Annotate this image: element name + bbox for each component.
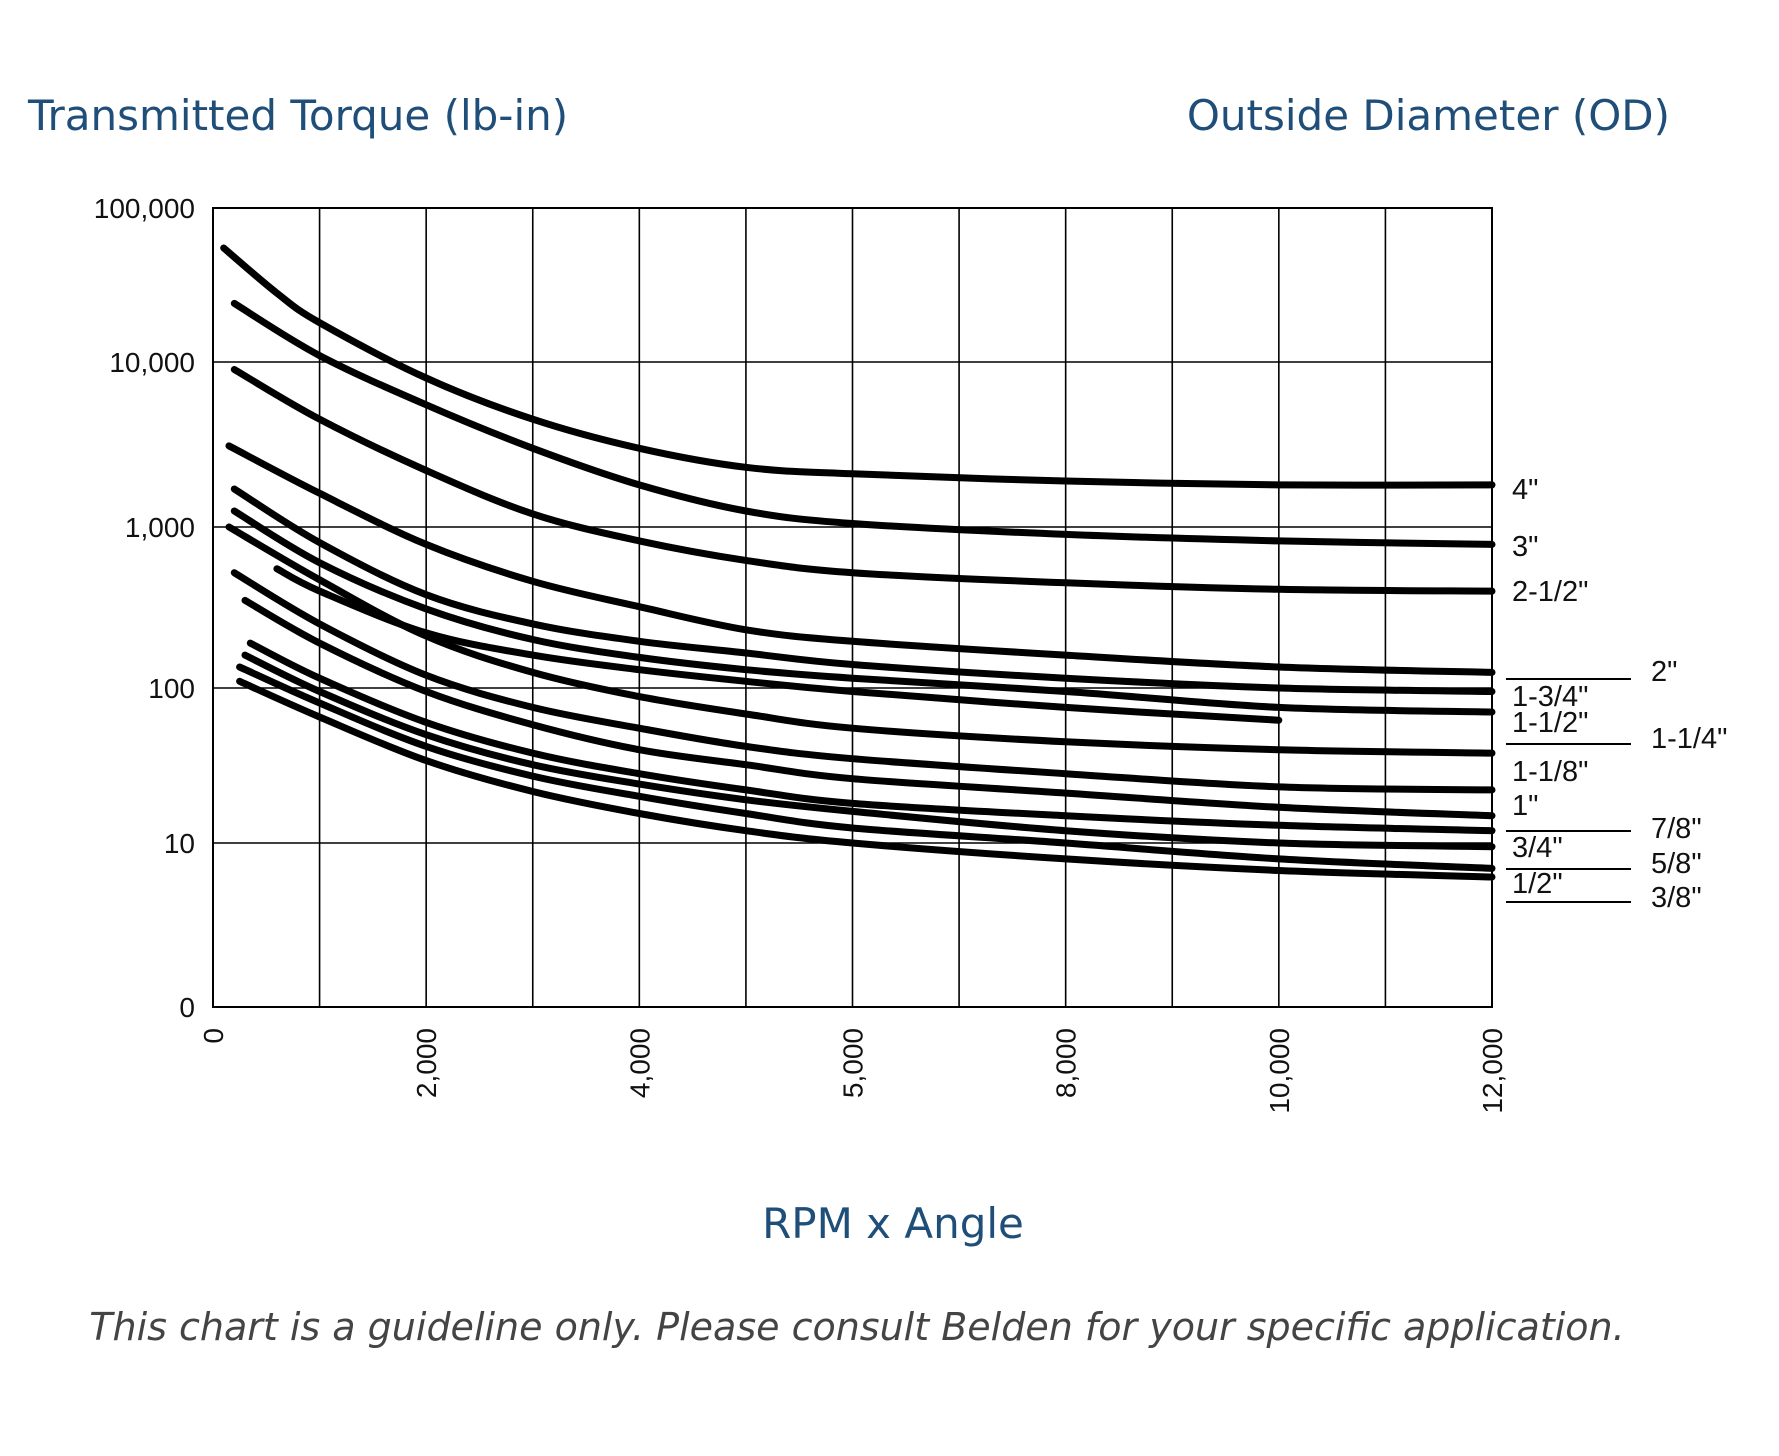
- series-label: 2-1/2": [1512, 576, 1588, 608]
- series-line: [236, 677, 1496, 881]
- series-lines: [220, 244, 1496, 881]
- y-axis-title: Transmitted Torque (lb-in): [27, 91, 568, 140]
- y-tick-label: 10,000: [109, 347, 195, 378]
- series-label: 1": [1512, 790, 1538, 822]
- plot-frame: [212, 207, 1493, 1008]
- series-label: 3": [1512, 531, 1538, 563]
- series-line: [230, 299, 1496, 548]
- series-label: 7/8": [1651, 813, 1702, 845]
- x-tick-label: 2,000: [411, 1028, 442, 1098]
- series-label: 4": [1512, 474, 1538, 506]
- y-tick-label: 1,000: [125, 512, 195, 543]
- y-tick-label: 0: [179, 992, 195, 1023]
- series-line: [241, 596, 1496, 820]
- series-label: 2": [1651, 656, 1677, 688]
- series-line: [230, 569, 1496, 794]
- series-label: 5/8": [1651, 848, 1702, 880]
- series-label: 1-1/8": [1512, 756, 1588, 788]
- y-tick-label: 10: [164, 828, 195, 859]
- series-line: [220, 244, 1496, 489]
- series-label: 1-3/4": [1512, 681, 1588, 713]
- series-line: [241, 651, 1496, 851]
- series-label: 3/8": [1651, 882, 1702, 914]
- x-axis-ticks: 0 2,000 4,000 5,000 8,000 10,000 12,000: [198, 1028, 1508, 1114]
- y-tick-label: 100,000: [94, 193, 195, 224]
- x-tick-label: 12,000: [1477, 1028, 1508, 1114]
- series-label: 3/4": [1512, 832, 1563, 864]
- x-tick-label: 5,000: [838, 1028, 869, 1098]
- series-line: [225, 523, 1496, 757]
- series-line: [230, 485, 1496, 695]
- x-tick-label: 4,000: [624, 1028, 655, 1098]
- x-tick-label: 8,000: [1051, 1028, 1082, 1098]
- series-label: 1-1/2": [1512, 707, 1588, 739]
- series-line: [246, 639, 1496, 835]
- series-line: [225, 442, 1496, 676]
- series-label: 1/2": [1512, 868, 1563, 900]
- grid: [213, 208, 1493, 1007]
- x-tick-label: 10,000: [1264, 1028, 1295, 1114]
- x-tick-label: 0: [198, 1028, 229, 1044]
- series-label: 1-1/4": [1651, 723, 1727, 755]
- guideline-note: This chart is a guideline only. Please c…: [89, 1305, 1624, 1349]
- series-line: [230, 366, 1496, 595]
- legend-title: Outside Diameter (OD): [1187, 91, 1670, 140]
- y-tick-label: 100: [148, 673, 195, 704]
- series-line: [236, 663, 1496, 872]
- x-axis-title: RPM x Angle: [762, 1199, 1024, 1248]
- series-labels: 4" 3" 2-1/2" 2" 1-3/4"1-1/2" 1-1/4" 1-1/8"1" 7/…: [1506, 474, 1727, 914]
- series-line: [230, 507, 1496, 716]
